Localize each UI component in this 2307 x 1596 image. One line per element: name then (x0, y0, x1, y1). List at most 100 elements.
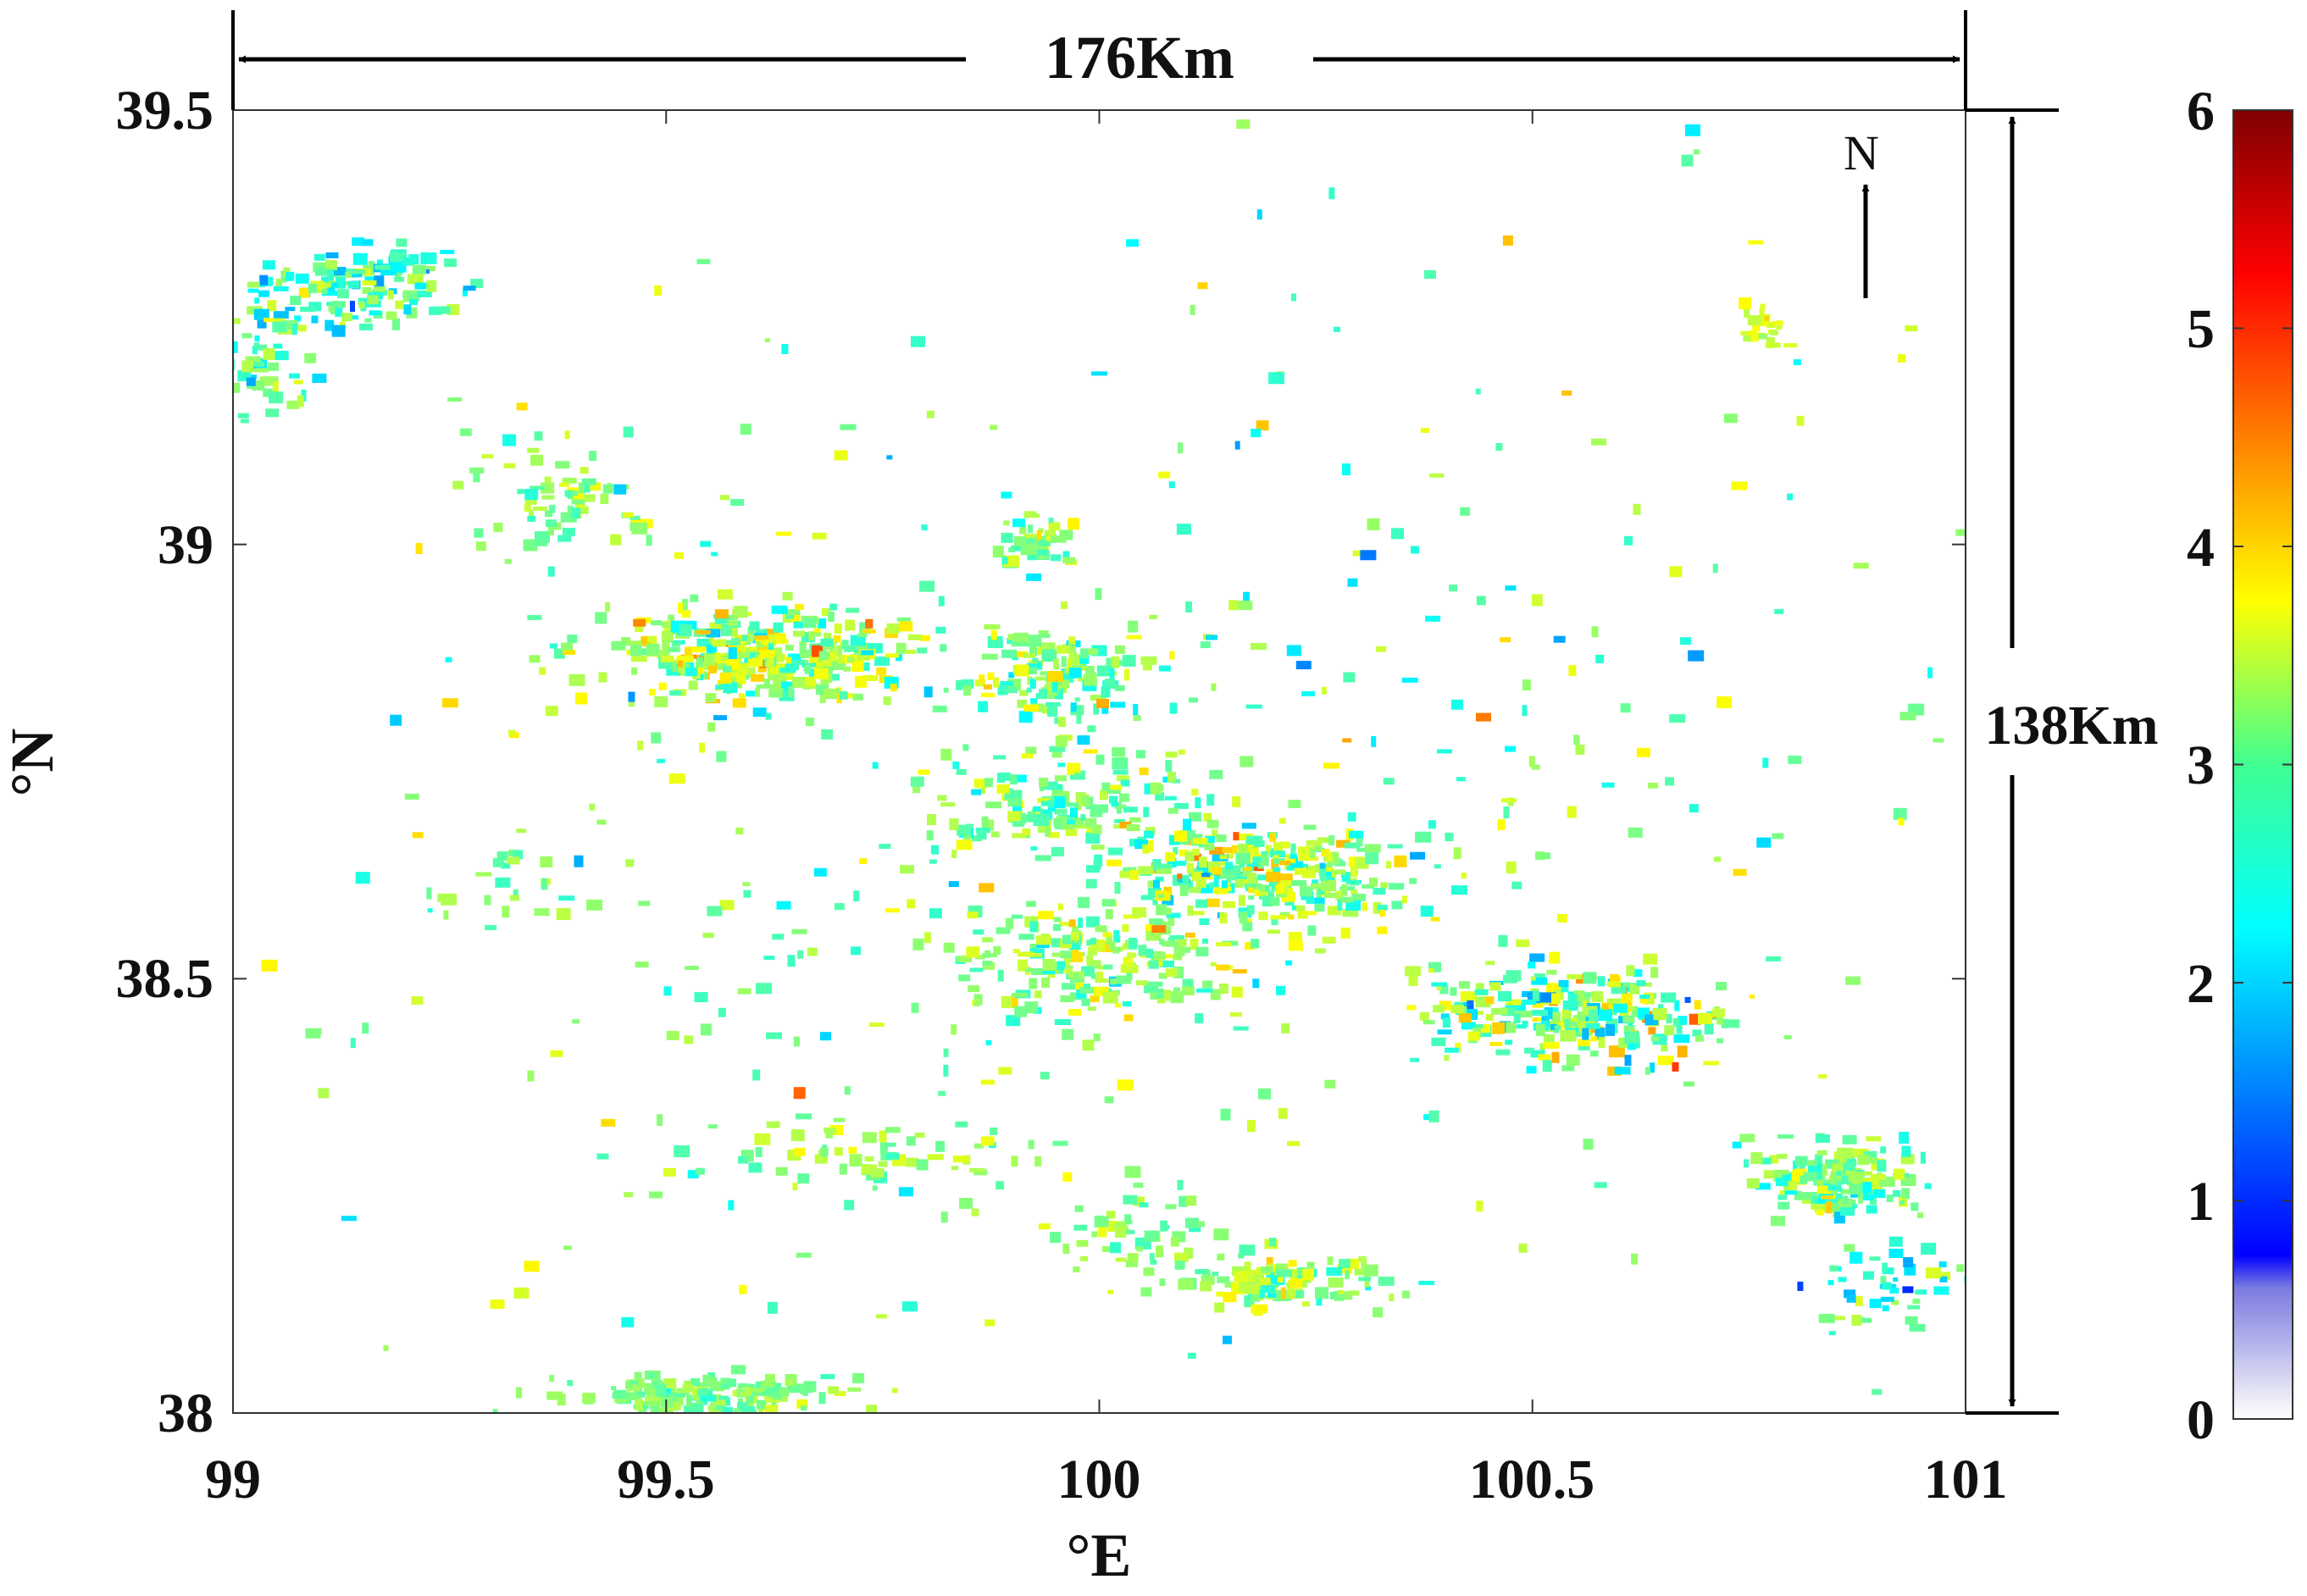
data-cell (1522, 705, 1528, 717)
data-cell (735, 673, 746, 684)
data-cell (959, 1198, 973, 1209)
data-cell (1001, 995, 1012, 1008)
data-cell (1279, 912, 1290, 917)
data-cell (1023, 511, 1037, 518)
data-cell (1248, 873, 1257, 879)
data-cell (1200, 1281, 1212, 1292)
data-cell (694, 1383, 711, 1387)
data-cell (711, 1416, 717, 1423)
data-cell (1045, 701, 1061, 707)
data-cell (1195, 946, 1209, 956)
data-cell (696, 1399, 703, 1408)
data-cell (1233, 1026, 1249, 1031)
data-cell (1849, 1183, 1863, 1195)
data-cell (896, 642, 907, 654)
data-cell (1367, 518, 1380, 530)
data-cell (1077, 735, 1090, 745)
data-cell (530, 485, 546, 490)
data-cell (962, 744, 969, 751)
data-cell (1855, 1295, 1863, 1306)
data-cell (265, 408, 280, 418)
data-cell (298, 287, 309, 298)
data-cell (1139, 768, 1149, 775)
data-cell (1191, 789, 1199, 796)
data-cell (979, 883, 995, 893)
data-cell (1873, 1189, 1886, 1198)
data-cell (796, 1399, 808, 1409)
data-cell (559, 482, 569, 487)
data-cell (1123, 1194, 1138, 1205)
data-cell (374, 285, 385, 292)
data-cell (1529, 953, 1545, 962)
data-cell (583, 494, 596, 502)
data-cell (1681, 154, 1694, 167)
data-cell (1704, 1023, 1714, 1035)
data-cell (846, 607, 860, 613)
data-cell (1001, 491, 1012, 499)
data-cell (1198, 856, 1207, 868)
data-cell (1155, 876, 1164, 882)
data-cell (1056, 645, 1070, 654)
data-cell (286, 271, 295, 281)
data-cell (1450, 987, 1457, 996)
data-cell (1744, 308, 1750, 319)
data-cell (864, 1156, 874, 1162)
data-cell (793, 621, 804, 629)
data-cell (1870, 1173, 1886, 1180)
data-cell (1081, 998, 1090, 1006)
data-cell (1064, 668, 1071, 674)
data-cell (818, 1392, 826, 1405)
data-cell (743, 889, 751, 898)
data-cell (861, 650, 874, 656)
data-cell (1354, 1268, 1365, 1276)
data-cell (846, 657, 855, 663)
data-cell (755, 636, 769, 646)
data-cell (1363, 1264, 1378, 1277)
data-cell (713, 715, 727, 721)
data-cell (563, 1245, 572, 1250)
data-cell (1867, 1156, 1877, 1164)
data-cell (1898, 817, 1905, 826)
data-cell (849, 1154, 862, 1167)
data-cell (790, 1129, 805, 1142)
data-cell (765, 1373, 775, 1383)
data-cell (1199, 918, 1210, 925)
data-cell (982, 961, 993, 966)
data-cell (1053, 817, 1064, 827)
data-cell (746, 1391, 754, 1404)
data-cell (853, 890, 860, 902)
data-cell (1905, 325, 1918, 332)
data-cell (793, 1036, 800, 1047)
data-cell (918, 769, 930, 775)
data-cell (1205, 835, 1215, 843)
data-cell (578, 482, 585, 494)
data-cell (247, 384, 255, 390)
data-cell (899, 621, 913, 632)
data-cell (1138, 866, 1154, 875)
data-cell (1661, 992, 1677, 1003)
data-cell (1151, 925, 1167, 934)
data-cell (1155, 792, 1165, 801)
data-cell (1669, 714, 1686, 723)
data-cell (1319, 868, 1327, 881)
data-cell (441, 893, 458, 906)
data-cell (1165, 968, 1178, 978)
data-cell (706, 629, 721, 638)
data-cell (938, 1090, 946, 1096)
data-cell (1123, 914, 1140, 919)
data-cell (412, 264, 426, 274)
data-cell (1666, 1014, 1672, 1023)
data-cell (1680, 637, 1692, 646)
data-cell (1756, 837, 1772, 848)
data-cell (1304, 1278, 1312, 1283)
data-cell (1402, 1290, 1410, 1299)
data-cell (289, 373, 300, 379)
data-cell (1042, 652, 1054, 662)
data-cell (660, 655, 674, 662)
data-cell (1703, 1061, 1720, 1066)
data-cell (1288, 940, 1303, 951)
data-cell (1226, 853, 1234, 859)
data-cell (1852, 1149, 1869, 1157)
data-cell (237, 413, 249, 418)
data-cell (1013, 632, 1029, 642)
